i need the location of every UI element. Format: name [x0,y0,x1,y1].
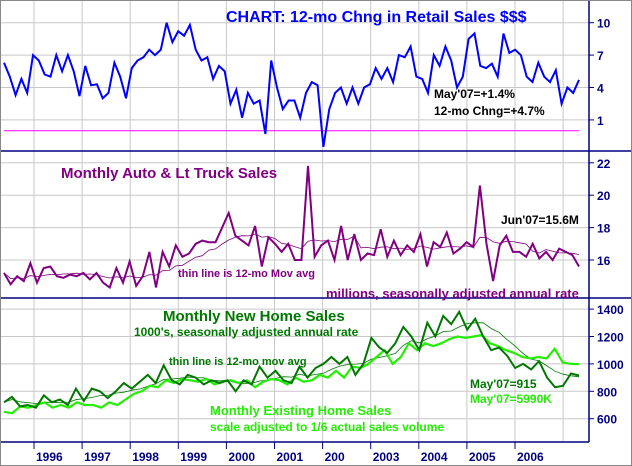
auto-annotation-units: millions, seasonally adjusted annual rat… [326,286,579,301]
retail-sales-line [3,22,580,148]
x-tick-label: 2001 [277,450,304,464]
existing-title: Monthly Existing Home Sales [210,403,391,418]
x-tick-label: 1999 [180,450,207,464]
home-annotation-new: May'07=915 [470,377,537,391]
y-tick-label: 18 [597,222,611,236]
y-tick-label: 1 [597,114,604,128]
y-tick-label: 1400 [597,303,624,317]
y-tick-label: 16 [597,254,611,268]
auto-moving-avg-line [3,233,580,280]
x-tick-label: 2000 [228,450,255,464]
existing-subtitle: scale adjusted to 1/6 actual sales volum… [210,420,444,434]
y-tick-label: 7 [597,49,604,63]
y-tick-label: 22 [597,157,611,171]
x-tick-label: 1996 [36,450,63,464]
auto-sales-line [3,165,580,290]
retail-title: CHART: 12-mo Chng in Retail Sales $$$ [226,9,527,26]
new-home-sales-line [3,309,580,409]
y-tick-label: 20 [597,189,611,203]
y-tick-label: 1000 [597,358,624,372]
x-tick-label: 1998 [132,450,159,464]
auto-annotation-ma: thin line is 12-mo Mov avg [178,268,315,280]
x-tick-label: 200 [325,450,345,464]
y-tick-label: 10 [597,17,611,31]
auto-annotation-jun: Jun'07=15.6M [501,213,579,227]
x-tick-label: 2006 [517,450,544,464]
y-tick-label: 600 [597,413,617,427]
x-tick-label: 1997 [84,450,111,464]
home-annotation-existing: May'07=5990K [470,392,552,406]
x-tick-label: 2003 [373,450,400,464]
home-title: Monthly New Home Sales [163,308,345,325]
retail-annotation-12mo: 12-mo Chng=+4.7% [434,104,545,118]
home-annotation-ma: thin line is 12-mo mov avg [169,356,307,368]
new-home-moving-avg-line [3,322,580,405]
auto-title: Monthly Auto & Lt Truck Sales [61,165,277,182]
x-tick-label: 2005 [469,450,496,464]
y-tick-label: 4 [597,82,604,96]
x-tick-label: 2004 [421,450,448,464]
home-subtitle: 1000's, seasonally adjusted annual rate [134,325,359,339]
retail-annotation-may: May'07=+1.4% [434,87,515,101]
marks: 10 7 4 1 22 20 18 16 1400 1200 1000 800 600 1996 1997 1… [3,17,624,464]
y-tick-label: 800 [597,385,617,399]
y-tick-label: 1200 [597,331,624,345]
